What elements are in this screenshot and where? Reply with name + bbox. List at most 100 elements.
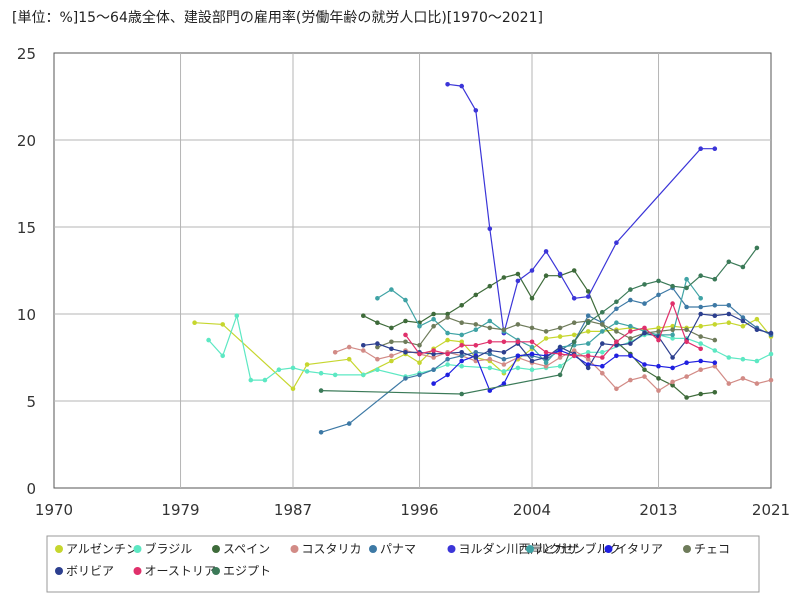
data-point bbox=[290, 365, 296, 371]
legend-marker bbox=[604, 545, 613, 553]
data-point bbox=[318, 370, 324, 376]
data-point bbox=[656, 337, 661, 343]
data-point bbox=[459, 358, 465, 364]
data-point bbox=[529, 339, 535, 345]
data-point bbox=[684, 395, 689, 400]
data-point bbox=[487, 283, 493, 289]
data-point bbox=[768, 377, 774, 383]
data-point bbox=[614, 299, 619, 305]
data-point bbox=[487, 325, 493, 331]
data-point bbox=[656, 376, 661, 381]
data-point bbox=[740, 356, 746, 362]
data-point bbox=[557, 348, 563, 353]
data-point bbox=[501, 381, 507, 386]
data-point bbox=[487, 356, 493, 362]
data-point bbox=[403, 376, 408, 381]
legend-label: オーストリア bbox=[145, 564, 216, 578]
plot-frame bbox=[53, 52, 772, 489]
data-point bbox=[557, 351, 563, 357]
series-line bbox=[405, 301, 701, 359]
data-point bbox=[220, 322, 225, 327]
series-オーストリア bbox=[403, 301, 703, 360]
data-point bbox=[557, 363, 563, 369]
data-point bbox=[529, 268, 535, 273]
data-point bbox=[332, 372, 338, 378]
data-point bbox=[459, 363, 465, 369]
data-point bbox=[501, 275, 507, 280]
data-point bbox=[656, 329, 661, 334]
legend-label: ブラジル bbox=[145, 541, 193, 556]
data-point bbox=[628, 336, 633, 341]
data-point bbox=[515, 365, 521, 371]
data-point bbox=[571, 339, 577, 345]
data-point bbox=[403, 339, 408, 345]
data-point bbox=[543, 360, 549, 366]
data-point bbox=[417, 372, 422, 378]
data-point bbox=[670, 332, 675, 338]
data-point bbox=[712, 322, 718, 327]
data-point bbox=[614, 320, 619, 326]
data-point bbox=[768, 351, 774, 357]
legend-marker bbox=[447, 545, 456, 553]
data-point bbox=[473, 350, 479, 355]
data-point bbox=[614, 386, 619, 392]
data-point bbox=[684, 327, 689, 333]
data-point bbox=[754, 327, 760, 333]
data-point bbox=[726, 320, 732, 326]
data-point bbox=[262, 377, 268, 383]
data-point bbox=[670, 355, 675, 360]
data-point bbox=[459, 83, 465, 89]
data-point bbox=[698, 304, 703, 310]
data-point bbox=[501, 339, 507, 345]
data-point bbox=[698, 391, 703, 397]
data-point bbox=[459, 320, 465, 326]
data-point bbox=[389, 353, 394, 359]
data-point bbox=[600, 329, 605, 334]
data-point bbox=[754, 245, 760, 251]
data-point bbox=[726, 355, 732, 360]
data-point bbox=[192, 320, 197, 326]
data-point bbox=[571, 348, 577, 353]
legend-item: コスタリカ bbox=[290, 542, 362, 556]
data-point bbox=[459, 350, 465, 355]
data-point bbox=[585, 341, 591, 346]
data-point bbox=[557, 372, 563, 378]
data-point bbox=[628, 323, 633, 329]
data-point bbox=[459, 353, 465, 359]
legend-marker bbox=[55, 567, 63, 575]
legend-marker bbox=[290, 545, 299, 553]
legend-label: コスタリカ bbox=[302, 542, 362, 556]
y-tick-label: 15 bbox=[17, 219, 36, 237]
data-point bbox=[740, 315, 746, 320]
data-point bbox=[431, 348, 436, 353]
data-point bbox=[628, 377, 633, 383]
data-point bbox=[501, 362, 507, 367]
data-point bbox=[642, 367, 647, 373]
data-point bbox=[698, 358, 703, 364]
data-point bbox=[375, 344, 380, 350]
data-point bbox=[431, 323, 436, 329]
data-point bbox=[361, 313, 366, 319]
data-point bbox=[740, 376, 746, 381]
series-line bbox=[363, 269, 715, 399]
data-point bbox=[234, 313, 240, 319]
data-point bbox=[445, 351, 450, 357]
data-point bbox=[318, 430, 324, 435]
data-point bbox=[698, 273, 703, 279]
data-point bbox=[346, 344, 352, 350]
data-point bbox=[585, 313, 591, 319]
data-point bbox=[431, 351, 436, 357]
data-point bbox=[768, 330, 774, 336]
data-point bbox=[487, 318, 493, 324]
data-point bbox=[389, 325, 394, 331]
data-point bbox=[445, 337, 450, 343]
data-point bbox=[614, 343, 619, 348]
data-point bbox=[389, 339, 394, 345]
data-point bbox=[571, 332, 577, 338]
legend-label: スペイン bbox=[223, 542, 270, 556]
data-point bbox=[445, 362, 450, 367]
series-ヨルダン川西岸とガザ bbox=[445, 82, 718, 336]
data-point bbox=[431, 367, 436, 373]
data-point bbox=[543, 355, 549, 360]
